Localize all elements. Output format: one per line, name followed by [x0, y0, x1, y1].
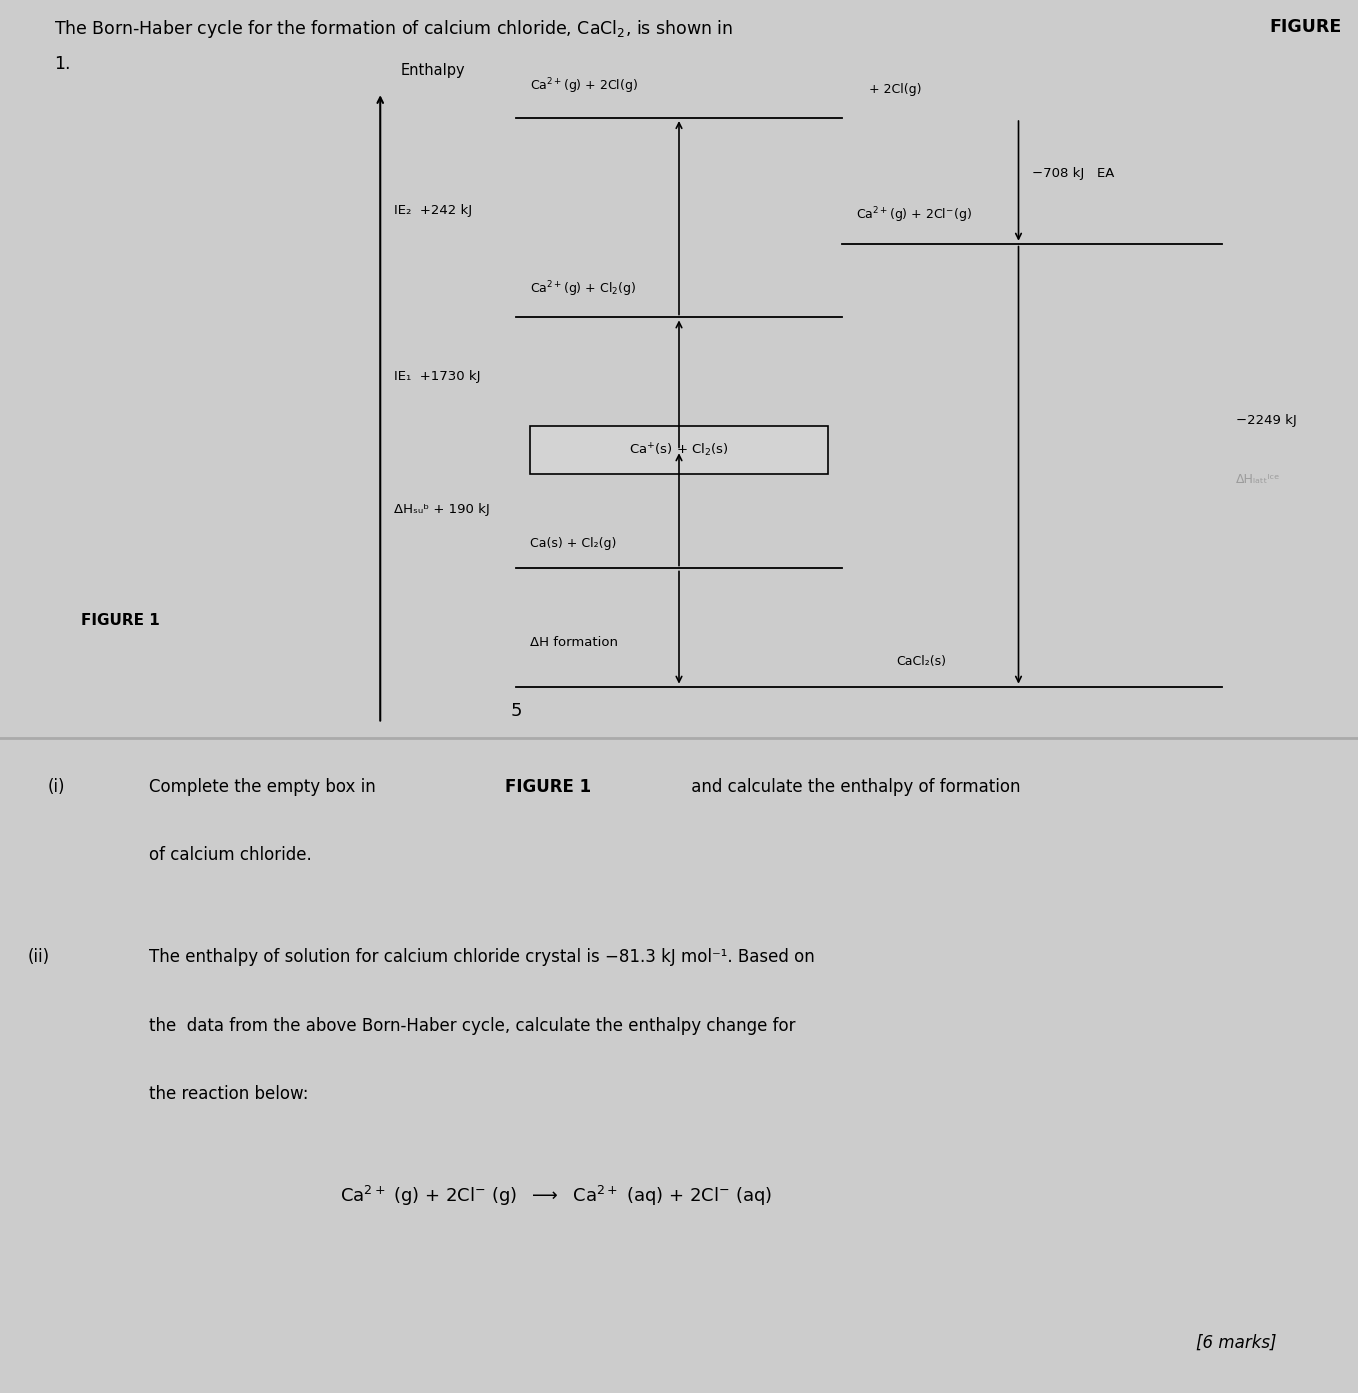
- Text: 5: 5: [511, 702, 521, 720]
- Text: FIGURE: FIGURE: [1270, 18, 1342, 36]
- Text: Ca$^{2+}$(g) + 2Cl$^{-}$(g): Ca$^{2+}$(g) + 2Cl$^{-}$(g): [856, 206, 971, 226]
- Text: Enthalpy: Enthalpy: [401, 63, 466, 78]
- Text: + 2Cl(g): + 2Cl(g): [869, 84, 922, 96]
- Text: of calcium chloride.: of calcium chloride.: [149, 847, 312, 864]
- Text: Ca(s) + Cl₂(g): Ca(s) + Cl₂(g): [530, 538, 617, 550]
- Text: The enthalpy of solution for calcium chloride crystal is −81.3 kJ mol⁻¹. Based o: The enthalpy of solution for calcium chl…: [149, 947, 815, 965]
- Text: −708 kJ   EA: −708 kJ EA: [1032, 167, 1115, 180]
- Text: (ii): (ii): [27, 947, 49, 965]
- Text: −2249 kJ: −2249 kJ: [1236, 414, 1297, 428]
- Text: [6 marks]: [6 marks]: [1196, 1334, 1277, 1353]
- Text: FIGURE 1: FIGURE 1: [81, 613, 160, 628]
- Text: Complete the empty box in: Complete the empty box in: [149, 777, 382, 795]
- Text: Ca$^{2+}$(g) + 2Cl(g): Ca$^{2+}$(g) + 2Cl(g): [530, 77, 638, 96]
- Text: CaCl₂(s): CaCl₂(s): [896, 655, 947, 669]
- Bar: [530, 426, 828, 475]
- Text: Ca$^{2+}$(g) + Cl$_2$(g): Ca$^{2+}$(g) + Cl$_2$(g): [530, 280, 636, 299]
- Text: the  data from the above Born-Haber cycle, calculate the enthalpy change for: the data from the above Born-Haber cycle…: [149, 1017, 796, 1035]
- Text: and calculate the enthalpy of formation: and calculate the enthalpy of formation: [686, 777, 1020, 795]
- Text: the reaction below:: the reaction below:: [149, 1085, 308, 1103]
- Text: ΔHₛᵤᵇ + 190 kJ: ΔHₛᵤᵇ + 190 kJ: [394, 503, 490, 515]
- Text: (i): (i): [48, 777, 65, 795]
- Text: ΔHₗₐₜₜᴵᶜᵉ: ΔHₗₐₜₜᴵᶜᵉ: [1236, 474, 1281, 486]
- Text: Ca$^{2+}$ (g) + 2Cl$^{-}$ (g)  $\longrightarrow$  Ca$^{2+}$ (aq) + 2Cl$^{-}$ (aq: Ca$^{2+}$ (g) + 2Cl$^{-}$ (g) $\longrigh…: [340, 1184, 771, 1208]
- Text: IE₂  +242 kJ: IE₂ +242 kJ: [394, 203, 473, 217]
- Text: Ca$^{+}$(s) + Cl$_2$(s): Ca$^{+}$(s) + Cl$_2$(s): [629, 442, 729, 460]
- Text: FIGURE 1: FIGURE 1: [505, 777, 591, 795]
- Text: The Born-Haber cycle for the formation of calcium chloride, CaCl$_2$, is shown i: The Born-Haber cycle for the formation o…: [54, 18, 735, 40]
- Text: 1.: 1.: [54, 56, 71, 74]
- Text: ΔH formation: ΔH formation: [530, 635, 618, 649]
- Text: IE₁  +1730 kJ: IE₁ +1730 kJ: [394, 371, 481, 383]
